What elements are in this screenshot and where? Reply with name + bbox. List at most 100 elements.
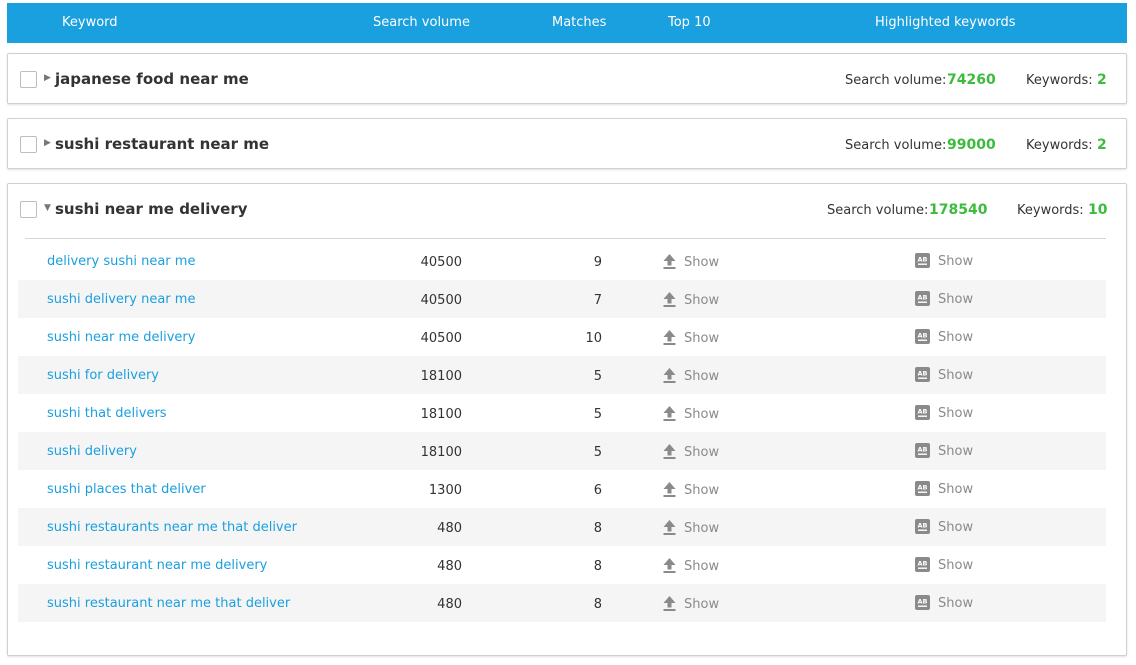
keywords-count: 2 bbox=[1097, 72, 1107, 88]
highlighted-show-button[interactable]: AB Show bbox=[915, 367, 973, 383]
col-keyword[interactable]: Keyword bbox=[62, 15, 118, 30]
group-checkbox[interactable] bbox=[20, 71, 37, 88]
search-volume-cell: 40500 bbox=[420, 255, 462, 270]
keyword-link[interactable]: sushi restaurants near me that deliver bbox=[47, 520, 297, 535]
table-row: sushi restaurant near me that deliver 48… bbox=[18, 584, 1106, 622]
top10-show-button[interactable]: Show bbox=[663, 367, 719, 384]
svg-text:AB: AB bbox=[918, 597, 928, 605]
show-label: Show bbox=[938, 254, 974, 269]
show-label: Show bbox=[684, 369, 720, 384]
table-row: sushi restaurant near me delivery 480 8 … bbox=[18, 546, 1106, 584]
top10-show-button[interactable]: Show bbox=[663, 443, 719, 460]
svg-text:AB: AB bbox=[918, 407, 928, 415]
highlighted-show-button[interactable]: AB Show bbox=[915, 481, 973, 497]
table-row: sushi delivery near me 40500 7 Show AB Sh… bbox=[18, 280, 1106, 318]
highlighted-show-button[interactable]: AB Show bbox=[915, 519, 973, 535]
col-top10[interactable]: Top 10 bbox=[668, 15, 711, 30]
search-volume-label: Search volume: bbox=[845, 73, 947, 88]
upload-arrow-icon bbox=[663, 330, 676, 345]
group-title[interactable]: sushi near me delivery bbox=[55, 200, 248, 218]
matches-cell: 5 bbox=[593, 369, 602, 384]
keyword-link[interactable]: delivery sushi near me bbox=[47, 254, 196, 269]
highlighted-show-button[interactable]: AB Show bbox=[915, 405, 973, 421]
search-volume-value: 74260 bbox=[947, 72, 996, 88]
keyword-link[interactable]: sushi restaurant near me that deliver bbox=[47, 596, 291, 611]
search-volume-cell: 480 bbox=[437, 521, 462, 536]
show-label: Show bbox=[938, 444, 974, 459]
search-volume-cell: 480 bbox=[437, 597, 462, 612]
top10-show-button[interactable]: Show bbox=[663, 329, 719, 346]
keyword-link[interactable]: sushi restaurant near me delivery bbox=[47, 558, 268, 573]
keyword-link[interactable]: sushi delivery bbox=[47, 444, 137, 459]
highlighted-show-button[interactable]: AB Show bbox=[915, 443, 973, 459]
group-checkbox[interactable] bbox=[20, 136, 37, 153]
keywords-count: 10 bbox=[1088, 202, 1108, 218]
highlighted-show-button[interactable]: AB Show bbox=[915, 291, 973, 307]
ab-box-icon: AB bbox=[915, 329, 930, 344]
table-row: sushi places that deliver 1300 6 Show AB… bbox=[18, 470, 1106, 508]
search-volume-label: Search volume: bbox=[845, 138, 947, 153]
svg-text:AB: AB bbox=[918, 293, 928, 301]
ab-box-icon: AB bbox=[915, 253, 930, 268]
search-volume-cell: 18100 bbox=[420, 407, 462, 422]
svg-text:AB: AB bbox=[918, 483, 928, 491]
show-label: Show bbox=[684, 445, 720, 460]
upload-arrow-icon bbox=[663, 406, 676, 421]
ab-box-icon: AB bbox=[915, 443, 930, 458]
top10-show-button[interactable]: Show bbox=[663, 557, 719, 574]
ab-box-icon: AB bbox=[915, 291, 930, 306]
group-checkbox[interactable] bbox=[20, 201, 37, 218]
group-title[interactable]: japanese food near me bbox=[55, 70, 249, 88]
search-volume-cell: 18100 bbox=[420, 369, 462, 384]
keyword-group: ▶ japanese food near me Search volume: 7… bbox=[7, 53, 1127, 104]
ab-box-icon: AB bbox=[915, 367, 930, 382]
keywords-label: Keywords: bbox=[1017, 203, 1084, 218]
upload-arrow-icon bbox=[663, 292, 676, 307]
search-volume-cell: 480 bbox=[437, 559, 462, 574]
upload-arrow-icon bbox=[663, 520, 676, 535]
show-label: Show bbox=[938, 292, 974, 307]
caret-right-icon[interactable]: ▶ bbox=[44, 73, 51, 83]
table-row: sushi that delivers 18100 5 Show AB Show bbox=[18, 394, 1106, 432]
matches-cell: 10 bbox=[585, 331, 602, 346]
top10-show-button[interactable]: Show bbox=[663, 291, 719, 308]
col-matches[interactable]: Matches bbox=[552, 15, 607, 30]
divider bbox=[25, 238, 1106, 239]
show-label: Show bbox=[684, 407, 720, 422]
col-highlighted-keywords[interactable]: Highlighted keywords bbox=[875, 15, 1016, 30]
keyword-link[interactable]: sushi for delivery bbox=[47, 368, 159, 383]
show-label: Show bbox=[684, 483, 720, 498]
keyword-link[interactable]: sushi places that deliver bbox=[47, 482, 206, 497]
caret-right-icon[interactable]: ▶ bbox=[44, 138, 51, 148]
svg-text:AB: AB bbox=[918, 331, 928, 339]
matches-cell: 8 bbox=[593, 597, 602, 612]
table-row: sushi restaurants near me that deliver 4… bbox=[18, 508, 1106, 546]
svg-text:AB: AB bbox=[918, 559, 928, 567]
caret-down-icon[interactable]: ▼ bbox=[44, 203, 51, 213]
svg-text:AB: AB bbox=[918, 369, 928, 377]
search-volume-value: 178540 bbox=[929, 202, 988, 218]
top10-show-button[interactable]: Show bbox=[663, 519, 719, 536]
keyword-group: ▶ sushi restaurant near me Search volume… bbox=[7, 118, 1127, 169]
col-search-volume[interactable]: Search volume bbox=[373, 15, 470, 30]
show-label: Show bbox=[684, 559, 720, 574]
group-title[interactable]: sushi restaurant near me bbox=[55, 135, 270, 153]
highlighted-show-button[interactable]: AB Show bbox=[915, 329, 973, 345]
highlighted-show-button[interactable]: AB Show bbox=[915, 595, 973, 611]
matches-cell: 8 bbox=[593, 521, 602, 536]
top10-show-button[interactable]: Show bbox=[663, 595, 719, 612]
upload-arrow-icon bbox=[663, 482, 676, 497]
keyword-link[interactable]: sushi that delivers bbox=[47, 406, 167, 421]
top10-show-button[interactable]: Show bbox=[663, 253, 719, 270]
highlighted-show-button[interactable]: AB Show bbox=[915, 557, 973, 573]
table-header: Keyword Search volume Matches Top 10 Hig… bbox=[7, 3, 1127, 43]
highlighted-show-button[interactable]: AB Show bbox=[915, 253, 973, 269]
show-label: Show bbox=[938, 368, 974, 383]
svg-text:AB: AB bbox=[918, 445, 928, 453]
top10-show-button[interactable]: Show bbox=[663, 405, 719, 422]
keyword-link[interactable]: sushi delivery near me bbox=[47, 292, 196, 307]
keyword-link[interactable]: sushi near me delivery bbox=[47, 330, 196, 345]
top10-show-button[interactable]: Show bbox=[663, 481, 719, 498]
upload-arrow-icon bbox=[663, 558, 676, 573]
keywords-count: 2 bbox=[1097, 137, 1107, 153]
